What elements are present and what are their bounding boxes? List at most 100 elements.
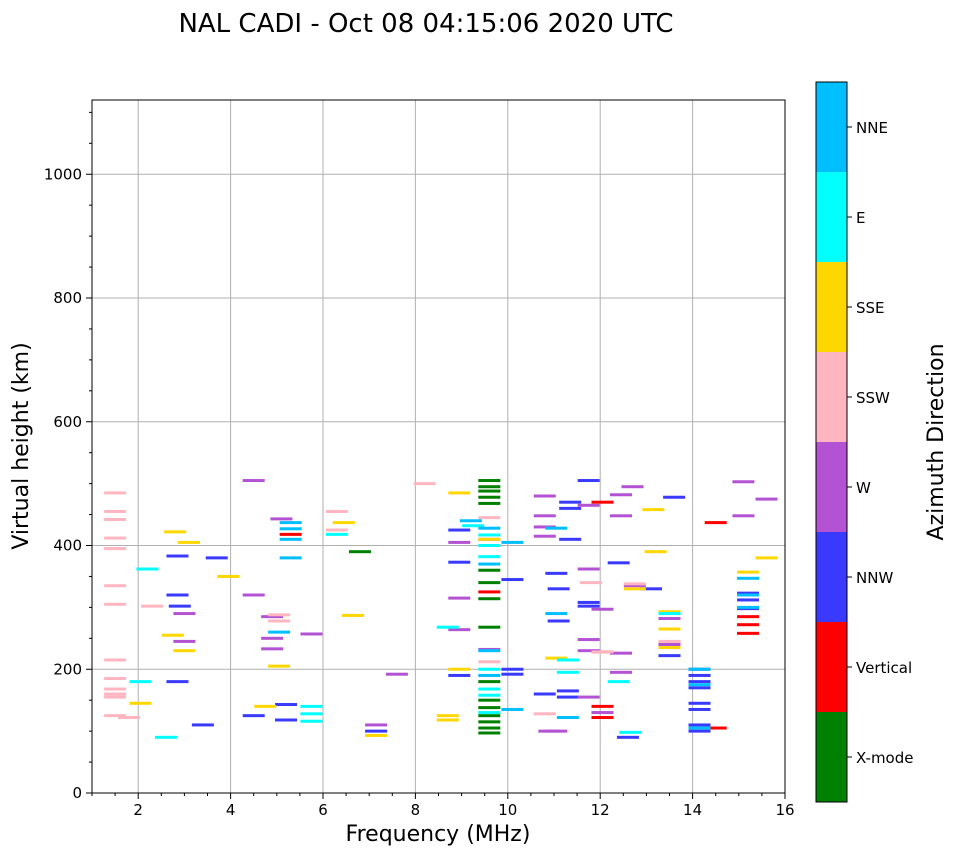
echo-point	[365, 723, 388, 727]
colorbar-tick-label: NNW	[856, 569, 893, 587]
echo-point	[448, 596, 471, 600]
y-axis-label: Virtual height (km)	[9, 342, 34, 549]
echo-point	[621, 485, 644, 489]
echo-point	[533, 514, 556, 518]
echo-point	[365, 729, 388, 733]
echo-point	[545, 526, 568, 530]
echo-point	[623, 584, 646, 588]
echo-point	[591, 711, 614, 715]
echo-point	[448, 673, 471, 677]
echo-point	[688, 680, 711, 684]
echo-point	[556, 716, 579, 720]
echo-point	[688, 683, 711, 687]
echo-point	[478, 501, 501, 505]
echo-point	[448, 540, 471, 544]
echo-point	[166, 593, 189, 597]
echo-point	[104, 658, 127, 662]
colorbar-swatch	[816, 352, 847, 442]
echo-point	[117, 716, 140, 720]
colorbar-swatch	[816, 532, 847, 622]
echo-point	[607, 561, 630, 565]
echo-point	[279, 521, 302, 525]
echo-point	[704, 521, 727, 525]
echo-point	[658, 627, 681, 631]
x-axis-label: Frequency (MHz)	[346, 822, 531, 847]
echo-point	[365, 733, 388, 737]
echo-point	[688, 707, 711, 711]
echo-point	[556, 695, 579, 699]
x-tick-label: 12	[591, 801, 610, 819]
echo-point	[642, 508, 665, 512]
plot-frame	[91, 99, 786, 794]
echo-point	[275, 703, 298, 707]
echo-point	[591, 704, 614, 708]
echo-point	[559, 537, 582, 541]
echo-point	[478, 667, 501, 671]
echo-point	[501, 540, 524, 544]
echo-point	[270, 517, 293, 521]
echo-point	[591, 650, 614, 654]
echo-point	[577, 649, 600, 653]
colorbar-swatch	[816, 442, 847, 532]
echo-point	[623, 582, 646, 586]
echo-point	[577, 604, 600, 608]
echo-point	[166, 554, 189, 558]
echo-point	[658, 654, 681, 658]
echo-point	[300, 719, 323, 723]
echo-point	[591, 716, 614, 720]
echo-point	[737, 615, 760, 619]
echo-point	[737, 593, 760, 597]
echo-point	[533, 712, 556, 716]
echo-point	[478, 537, 501, 541]
echo-point	[688, 729, 711, 733]
echo-point	[478, 544, 501, 547]
echo-point	[104, 602, 127, 606]
echo-point	[577, 567, 600, 571]
echo-point	[268, 619, 291, 623]
echo-point	[166, 680, 189, 684]
echo-point	[579, 581, 602, 585]
echo-point	[556, 658, 579, 662]
echo-point	[533, 494, 556, 498]
echo-point	[478, 495, 501, 499]
echo-point	[688, 667, 711, 671]
echo-point	[478, 649, 501, 653]
colorbar-swatch	[816, 262, 847, 352]
y-tick-label: 800	[53, 289, 82, 307]
echo-point	[658, 646, 681, 650]
echo-point	[325, 528, 348, 532]
echo-point	[623, 587, 646, 591]
echo-point	[436, 625, 459, 629]
echo-point	[478, 516, 501, 520]
echo-point	[609, 670, 632, 674]
echo-point	[533, 692, 556, 696]
echo-point	[547, 619, 570, 623]
echo-point	[591, 607, 614, 611]
colorbar-swatch	[816, 82, 847, 172]
echo-point	[478, 526, 501, 530]
echo-point	[478, 533, 501, 537]
echo-point	[205, 556, 228, 560]
colorbar-tick-label: W	[856, 479, 871, 497]
echo-point	[607, 680, 630, 684]
x-tick-label: 4	[226, 801, 236, 819]
echo-point	[104, 692, 127, 696]
y-tick-label: 400	[53, 537, 82, 555]
echo-point	[478, 680, 501, 684]
echo-point	[178, 540, 201, 544]
echo-point	[658, 639, 681, 643]
echo-point	[173, 639, 196, 643]
echo-point	[478, 597, 501, 601]
echo-point	[478, 687, 501, 691]
echo-point	[545, 571, 568, 575]
echo-point	[136, 567, 159, 571]
echo-point	[640, 587, 663, 591]
echo-point	[478, 731, 501, 735]
echo-point	[268, 613, 291, 617]
echo-point	[261, 636, 284, 640]
echo-point	[478, 590, 501, 594]
echo-point	[737, 576, 760, 580]
echo-point	[268, 664, 291, 668]
echo-point	[501, 667, 524, 671]
